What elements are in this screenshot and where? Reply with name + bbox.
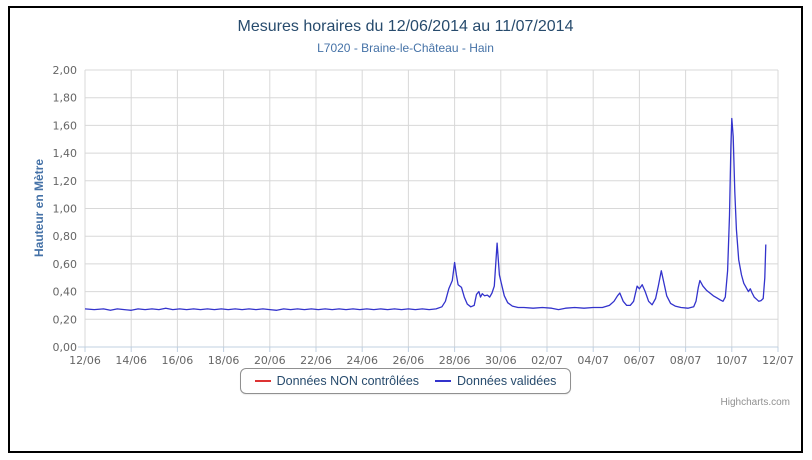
- legend-item-label: Données validées: [457, 374, 557, 388]
- y-tick-label: 1,40: [53, 147, 78, 160]
- y-tick-label: 0,60: [53, 258, 78, 271]
- y-tick-label: 1,00: [53, 203, 78, 216]
- y-tick-label: 1,80: [53, 92, 78, 105]
- y-tick-label: 0,20: [53, 313, 78, 326]
- y-tick-label: 0,00: [53, 341, 78, 354]
- y-tick-label: 0,40: [53, 286, 78, 299]
- x-tick-label: 06/07: [624, 354, 656, 367]
- chart-title: Mesures horaires du 12/06/2014 au 11/07/…: [237, 18, 574, 35]
- chart-subtitle: L7020 - Braine-le-Château - Hain: [317, 41, 494, 55]
- legend-line-marker-red: [254, 380, 271, 382]
- legend-line-marker-blue: [435, 380, 452, 382]
- x-tick-label: 26/06: [393, 354, 425, 367]
- legend-box: Données NON contrôlées Données validées: [8, 368, 803, 394]
- x-tick-label: 12/06: [69, 354, 101, 367]
- x-tick-label: 30/06: [485, 354, 517, 367]
- legend-item-donnees-validees[interactable]: Données validées: [435, 374, 556, 388]
- y-tick-label: 1,20: [53, 175, 78, 188]
- x-tick-label: 28/06: [439, 354, 471, 367]
- y-tick-label: 0,80: [53, 230, 78, 243]
- y-axis-title: Hauteur en Mètre: [32, 158, 46, 258]
- x-tick-label: 22/06: [300, 354, 332, 367]
- x-tick-label: 04/07: [577, 354, 609, 367]
- legend-item-donnees-non-controlees[interactable]: Données NON contrôlées: [254, 374, 420, 388]
- x-tick-label: 20/06: [254, 354, 286, 367]
- x-tick-label: 12/07: [762, 354, 794, 367]
- y-tick-label: 1,60: [53, 119, 78, 132]
- x-tick-label: 14/06: [115, 354, 147, 367]
- legend-item-label: Données NON contrôlées: [276, 374, 420, 388]
- legend-inner: Données NON contrôlées Données validées: [239, 368, 572, 394]
- highcharts-credits-link[interactable]: Highcharts.com: [720, 397, 790, 408]
- x-tick-label: 18/06: [208, 354, 240, 367]
- x-tick-label: 08/07: [670, 354, 702, 367]
- series-line-1[interactable]: [84, 117, 767, 311]
- x-tick-label: 10/07: [716, 354, 748, 367]
- x-tick-label: 24/06: [346, 354, 378, 367]
- x-tick-label: 02/07: [531, 354, 563, 367]
- x-tick-label: 16/06: [162, 354, 194, 367]
- y-tick-label: 2,00: [53, 64, 78, 77]
